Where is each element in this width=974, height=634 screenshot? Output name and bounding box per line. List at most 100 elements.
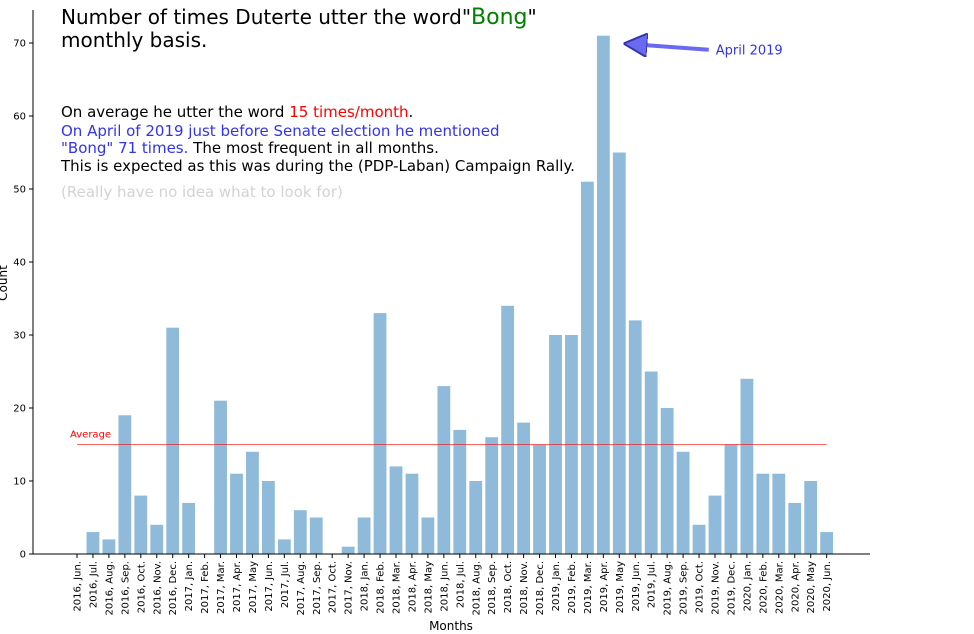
bar-1 (86, 532, 100, 554)
note-average-value: 15 times/month (289, 103, 409, 121)
bar-23 (437, 386, 451, 554)
bar-24 (453, 429, 467, 554)
bar-9 (214, 400, 227, 554)
bar-46 (804, 481, 818, 554)
bar-34 (612, 152, 626, 554)
x-axis-label: Months (429, 619, 473, 633)
bar-41 (724, 444, 738, 554)
x-tick-label-47: 2020, Jun. (822, 561, 833, 612)
bar-39 (692, 524, 706, 554)
bar-35 (628, 320, 642, 554)
title-highlight-word: Bong (471, 5, 528, 30)
x-tick-label-32: 2019, Mar. (583, 561, 594, 614)
chart-title-line2: monthly basis. (61, 28, 208, 52)
x-tick-label-43: 2020, Feb. (758, 561, 769, 614)
x-tick-label-16: 2017, Oct. (328, 561, 339, 613)
x-tick-label-25: 2018, Aug. (471, 561, 482, 616)
x-tick-label-14: 2017, Aug. (296, 561, 307, 616)
bars-group (86, 35, 834, 554)
bar-40 (708, 495, 722, 554)
bar-25 (469, 481, 483, 554)
note-most-frequent-text: The most frequent in all months. (188, 139, 439, 157)
x-tick-label-39: 2019, Oct. (695, 561, 706, 613)
x-tick-labels: 2016, Jun. 2016, Jul. 2016, Aug. 2016, Sep.… (73, 554, 833, 616)
bar-7 (182, 502, 196, 554)
average-label: Average (70, 430, 111, 441)
annotation-arrow (626, 44, 709, 50)
bar-44 (772, 473, 786, 554)
bar-10 (230, 473, 243, 554)
bar-28 (517, 422, 530, 554)
x-tick-label-12: 2017, Jun. (264, 561, 275, 612)
x-tick-label-0: 2016, Jun. (73, 561, 84, 612)
x-tick-label-27: 2018, Oct. (503, 561, 514, 613)
x-tick-label-8: 2017, Feb. (200, 561, 211, 614)
bar-47 (820, 532, 834, 554)
x-tick-label-3: 2016, Sep. (120, 561, 131, 615)
x-tick-label-23: 2018, Jun. (439, 561, 450, 612)
note-most-frequent: "Bong" 71 times. The most frequent in al… (61, 139, 439, 157)
x-tick-label-2: 2016, Aug. (104, 561, 115, 616)
y-tick-label-6: 60 (13, 112, 26, 123)
bar-38 (676, 451, 690, 554)
x-tick-label-11: 2017, May (248, 561, 259, 614)
x-tick-label-40: 2019, Nov. (711, 561, 722, 615)
bar-18 (357, 517, 371, 554)
bar-45 (788, 502, 802, 554)
bar-36 (644, 371, 658, 554)
bar-3 (118, 415, 132, 554)
bar-4 (134, 495, 148, 554)
title-quote-close: " (527, 5, 537, 29)
x-tick-label-1: 2016, Jul. (88, 561, 99, 608)
x-tick-label-42: 2020, Jan. (742, 561, 753, 611)
chart-title-line1: Number of times Duterte utter the word"B… (61, 5, 537, 30)
bar-6 (166, 327, 180, 554)
bar-42 (740, 378, 754, 554)
x-tick-label-31: 2019, Feb. (567, 561, 578, 614)
bar-22 (421, 517, 435, 554)
bar-14 (293, 510, 307, 554)
x-tick-label-30: 2019, Jan. (551, 561, 562, 611)
bar-37 (660, 408, 674, 554)
bar-27 (501, 305, 515, 554)
x-tick-label-38: 2019, Sep. (679, 561, 690, 615)
y-tick-label-5: 50 (13, 185, 26, 196)
bar-19 (373, 313, 387, 554)
x-tick-label-45: 2020, Apr. (790, 561, 801, 612)
x-tick-label-17: 2017, Nov. (344, 561, 355, 615)
note-average-suffix: . (408, 103, 414, 121)
x-tick-label-26: 2018, Sep. (487, 561, 498, 615)
x-tick-label-36: 2019, Jul. (647, 561, 658, 608)
x-tick-label-10: 2017, Apr. (232, 561, 243, 612)
x-tick-label-15: 2017, Sep. (312, 561, 323, 615)
bar-15 (309, 517, 323, 554)
y-tick-label-7: 70 (13, 39, 26, 50)
bar-26 (485, 437, 499, 554)
x-tick-label-5: 2016, Nov. (152, 561, 163, 615)
bar-43 (756, 473, 770, 554)
y-tick-label-4: 40 (13, 258, 26, 269)
x-tick-label-4: 2016, Oct. (136, 561, 147, 613)
bar-13 (277, 539, 291, 554)
x-tick-label-24: 2018, Jul. (455, 561, 466, 608)
bar-2 (102, 539, 116, 554)
x-tick-label-28: 2018, Nov. (519, 561, 530, 615)
x-tick-label-37: 2019, Aug. (663, 561, 674, 616)
note-count-highlight: "Bong" 71 times. (61, 139, 189, 157)
x-tick-label-13: 2017, Jul. (280, 561, 291, 608)
x-tick-label-34: 2019, May (615, 561, 626, 614)
x-tick-label-18: 2018, Jan. (360, 561, 371, 611)
bar-32 (581, 181, 594, 554)
bar-5 (150, 524, 164, 554)
x-tick-label-21: 2018, Apr. (407, 561, 418, 612)
y-tick-labels: 0 10 20 30 40 50 60 70 (13, 39, 33, 561)
x-tick-label-41: 2019, Dec. (726, 561, 737, 615)
x-tick-label-46: 2020, May (806, 561, 817, 614)
title-quote-open: " (461, 5, 472, 29)
x-tick-label-44: 2020, Mar. (774, 561, 785, 614)
x-tick-label-20: 2018, Mar. (392, 561, 403, 614)
note-no-idea: (Really have no idea what to look for) (61, 183, 343, 201)
x-tick-label-29: 2018, Dec. (535, 561, 546, 615)
x-tick-label-35: 2019, Jun. (631, 561, 642, 612)
